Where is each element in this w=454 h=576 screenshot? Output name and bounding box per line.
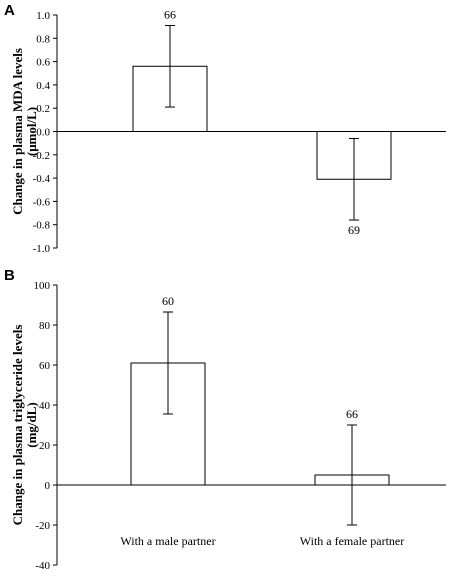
y-tick-label: 100 — [34, 280, 51, 292]
y-tick-label: -0.6 — [33, 196, 51, 208]
y-tick-label: 0.2 — [36, 103, 50, 115]
y-tick-label: -0.8 — [33, 220, 51, 232]
y-tick-label: -20 — [35, 520, 50, 532]
sample-size-label: 60 — [162, 294, 174, 308]
y-tick-label: 0.0 — [36, 127, 50, 139]
panel-a: A -1.0 -0.8 -0.6 -0.4 -0.2 0.0 0.2 0.4 0.6 0.8 1.0… — [4, 2, 446, 255]
y-tick-label: 20 — [39, 440, 51, 452]
panel-b: B -40 -20 0 20 40 60 80 100 60 With a male partne… — [4, 267, 446, 572]
y-tick-label: -0.4 — [33, 173, 51, 185]
y-tick-label: 0 — [45, 480, 51, 492]
category-label: With a male partner — [120, 534, 215, 548]
y-tick-label: 0.6 — [36, 57, 50, 69]
y-tick-label: 40 — [39, 400, 51, 412]
panel-a-letter: A — [4, 2, 15, 19]
y-axis-title: Change in plasma triglyceride levels — [10, 325, 25, 526]
category-label: With a female partner — [300, 534, 404, 548]
y-axis-title: (mg/dL) — [24, 402, 39, 448]
y-tick-label: 0.8 — [36, 33, 50, 45]
sample-size-label: 66 — [164, 7, 176, 21]
y-tick-label: -0.2 — [33, 150, 50, 162]
y-tick-label: 1.0 — [36, 10, 50, 22]
panel-b-letter: B — [4, 267, 15, 284]
sample-size-label: 66 — [346, 407, 358, 421]
y-tick-label: 0.4 — [36, 80, 50, 92]
y-axis-title: (μmol/L) — [24, 107, 39, 156]
y-tick-label: -40 — [35, 560, 50, 572]
y-tick-label: 80 — [39, 320, 51, 332]
sample-size-label: 69 — [348, 223, 360, 237]
y-tick-label: 60 — [39, 360, 51, 372]
y-tick-label: -1.0 — [33, 243, 51, 255]
y-axis-title: Change in plasma MDA levels — [10, 48, 25, 215]
